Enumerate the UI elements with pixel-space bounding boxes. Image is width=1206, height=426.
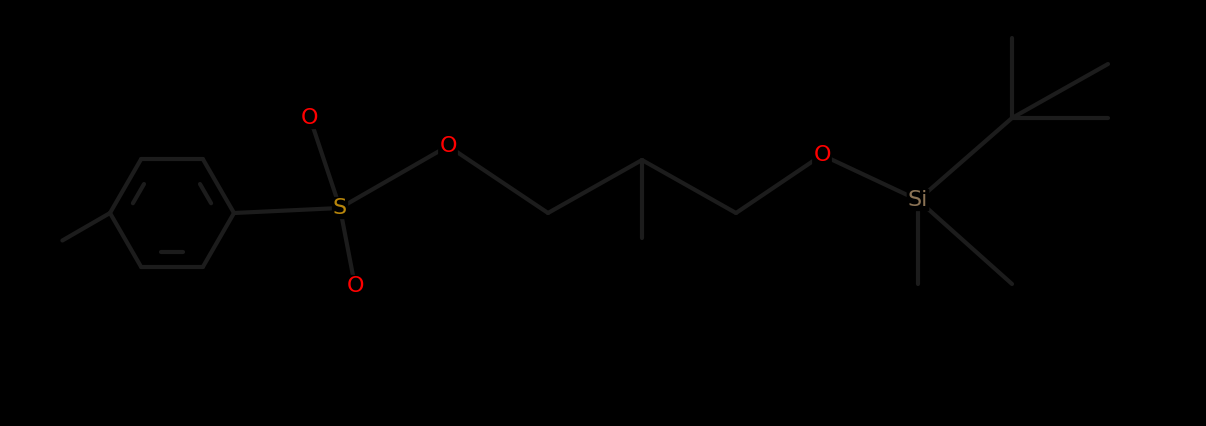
Text: O: O bbox=[346, 276, 364, 296]
Text: O: O bbox=[302, 108, 318, 128]
Text: Si: Si bbox=[908, 190, 929, 210]
Text: O: O bbox=[813, 145, 831, 165]
Text: O: O bbox=[439, 136, 457, 156]
Text: S: S bbox=[333, 198, 347, 218]
